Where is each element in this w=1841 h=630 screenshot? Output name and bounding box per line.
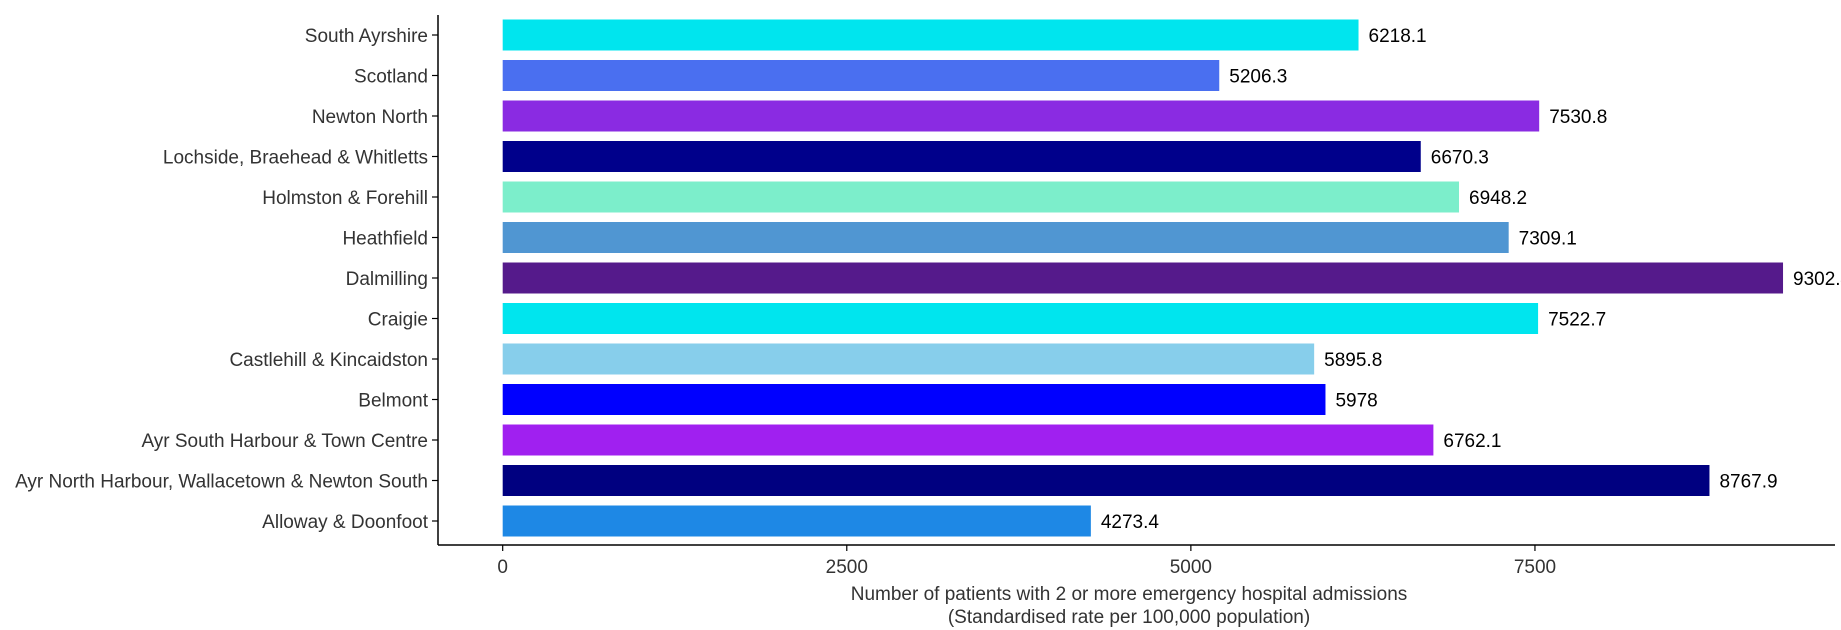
category-label: Newton North [312, 107, 428, 128]
x-tick-label: 5000 [1170, 557, 1212, 578]
category-label: Craigie [368, 310, 428, 331]
value-labels: 6218.1 5206.3 7530.8 6670.3 6948.2 7309.1 9302… [1101, 26, 1841, 533]
category-label: Dalmilling [346, 269, 428, 290]
category-label: Alloway & Doonfoot [262, 512, 429, 533]
value-label: 6218.1 [1369, 26, 1427, 47]
value-label: 6948.2 [1469, 188, 1527, 209]
category-labels: South Ayrshire Scotland Newton North Lochsi… [15, 26, 438, 533]
x-axis-ticks: 0 2500 5000 7500 [497, 545, 1556, 578]
bar [502, 141, 1421, 172]
bar [502, 465, 1710, 496]
category-label: Heathfield [342, 229, 428, 250]
bars-layer [502, 19, 1784, 537]
bar [502, 181, 1460, 213]
x-axis-subtitle: (Standardised rate per 100,000 populatio… [948, 607, 1310, 628]
value-label: 7522.7 [1548, 310, 1606, 331]
value-label: 6762.1 [1443, 431, 1501, 452]
value-label: 9302.4 [1793, 269, 1841, 290]
bar [502, 19, 1359, 51]
x-tick-label: 0 [497, 557, 508, 578]
bar [502, 100, 1540, 132]
category-label: Ayr South Harbour & Town Centre [141, 431, 428, 452]
category-label: Castlehill & Kincaidston [229, 350, 428, 371]
value-label: 6670.3 [1431, 148, 1489, 169]
category-label: Scotland [354, 67, 428, 88]
bar [502, 222, 1509, 253]
category-label: Belmont [358, 391, 428, 412]
bar [502, 303, 1539, 334]
bar [502, 262, 1784, 294]
value-label: 7309.1 [1519, 229, 1577, 250]
value-label: 5978 [1335, 391, 1377, 412]
bar [502, 384, 1326, 415]
x-axis-title: Number of patients with 2 or more emerge… [851, 584, 1408, 605]
category-label: Holmston & Forehill [262, 188, 428, 209]
x-tick-label: 2500 [826, 557, 868, 578]
category-label: Ayr North Harbour, Wallacetown & Newton … [15, 472, 428, 493]
category-label: South Ayrshire [305, 26, 428, 47]
bar [502, 424, 1434, 456]
bar [502, 505, 1091, 537]
category-label: Lochside, Braehead & Whitletts [163, 148, 428, 169]
bar [502, 343, 1315, 375]
value-label: 7530.8 [1549, 107, 1607, 128]
x-tick-label: 7500 [1514, 557, 1556, 578]
value-label: 5895.8 [1324, 350, 1382, 371]
value-label: 8767.9 [1719, 472, 1777, 493]
value-label: 5206.3 [1229, 67, 1287, 88]
value-label: 4273.4 [1101, 512, 1160, 533]
bar [502, 60, 1220, 91]
